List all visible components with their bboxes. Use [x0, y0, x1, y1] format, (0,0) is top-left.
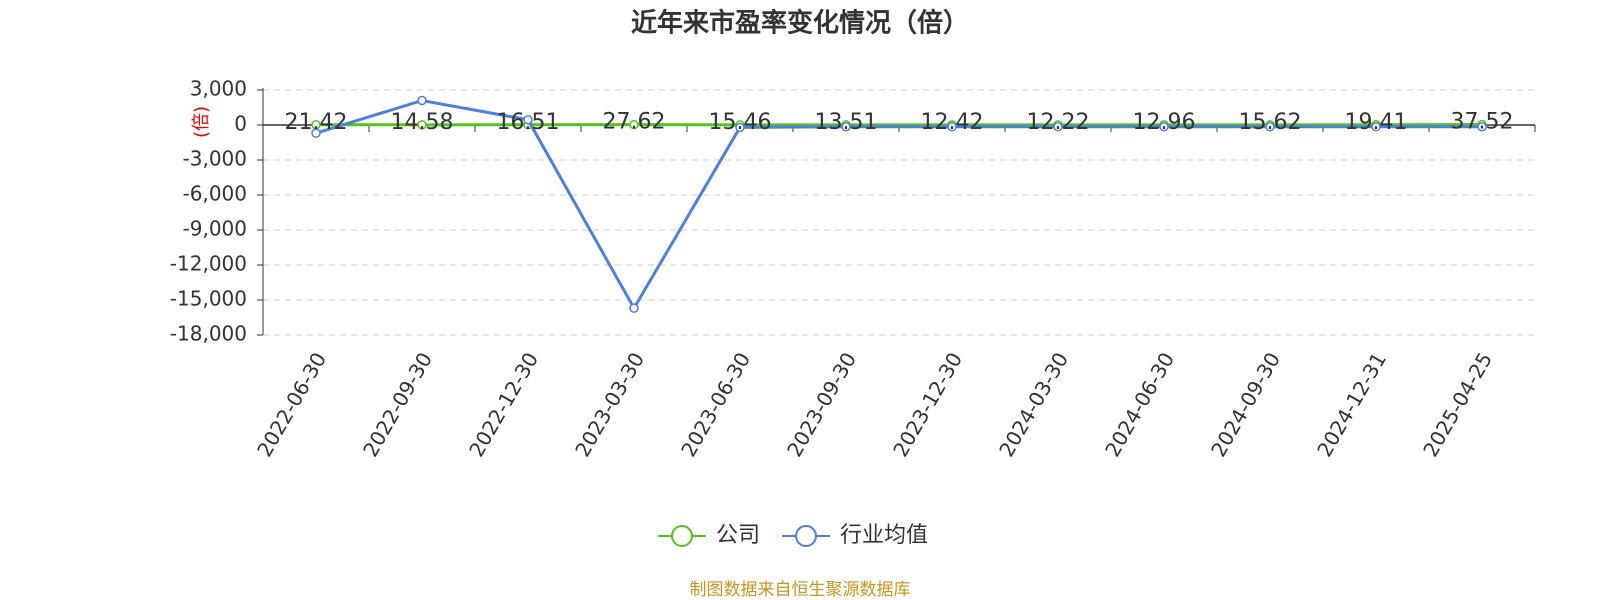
- x-tick-label: 2024-06-30: [1100, 348, 1179, 461]
- data-label: 37.52: [1451, 110, 1514, 135]
- legend-label: 行业均值: [840, 523, 928, 548]
- data-point: [1371, 122, 1381, 132]
- data-point: [1265, 122, 1275, 132]
- data-point: [523, 115, 533, 125]
- data-label: 12.96: [1133, 110, 1196, 135]
- data-point: [947, 122, 957, 132]
- legend-marker: [671, 525, 693, 547]
- x-tick-label: 2024-12-31: [1312, 348, 1391, 461]
- data-label: 12.42: [921, 110, 984, 135]
- x-tick-label: 2022-09-30: [358, 348, 437, 461]
- x-tick-label: 2024-09-30: [1206, 348, 1285, 461]
- chart-title: 近年来市盈率变化情况（倍）: [631, 8, 969, 39]
- y-tick-label: 0: [234, 112, 247, 136]
- x-tick-label: 2022-06-30: [252, 348, 331, 461]
- data-point: [417, 120, 427, 130]
- series-line: [315, 98, 1482, 312]
- data-point: [1477, 122, 1487, 132]
- legend-marker: [795, 525, 818, 547]
- data-label: 15.62: [1239, 110, 1302, 135]
- source-note: 制图数据来自恒生聚源数据库: [690, 580, 911, 600]
- data-label: 13.51: [815, 110, 878, 135]
- data-point: [311, 128, 321, 138]
- data-label: 14.58: [391, 110, 454, 135]
- data-label: 27.62: [603, 110, 666, 135]
- x-tick-label: 2023-12-30: [888, 348, 967, 461]
- legend-label: 公司: [716, 523, 760, 548]
- x-tick-label: 2022-12-30: [464, 348, 543, 461]
- x-tick-label: 2023-06-30: [676, 348, 755, 461]
- data-point: [629, 119, 639, 130]
- y-tick-label: -15,000: [170, 287, 247, 311]
- x-tick-label: 2024-03-30: [994, 348, 1073, 461]
- data-point: [1053, 122, 1063, 132]
- x-tick-label: 2023-03-30: [570, 348, 649, 461]
- data-label: 19.41: [1345, 110, 1408, 135]
- data-label: 21.42: [285, 110, 348, 135]
- y-tick-label: 3,000: [190, 77, 247, 101]
- data-label: 15.46: [709, 110, 772, 135]
- y-tick-label: -3,000: [183, 147, 247, 171]
- data-point: [629, 303, 639, 313]
- data-label: 12.22: [1027, 110, 1090, 135]
- data-label: 16.51: [497, 110, 560, 135]
- data-point: [841, 122, 851, 132]
- x-tick-label: 2025-04-25: [1418, 348, 1497, 461]
- x-tick-label: 2023-09-30: [782, 348, 861, 461]
- y-tick-label: -12,000: [170, 252, 247, 276]
- y-tick-label: -18,000: [170, 322, 247, 346]
- data-point: [735, 122, 745, 133]
- y-tick-label: -9,000: [183, 217, 247, 241]
- data-point: [1159, 122, 1169, 132]
- data-point: [417, 95, 427, 106]
- y-axis-label: (倍): [191, 106, 212, 138]
- y-tick-label: -6,000: [183, 182, 247, 206]
